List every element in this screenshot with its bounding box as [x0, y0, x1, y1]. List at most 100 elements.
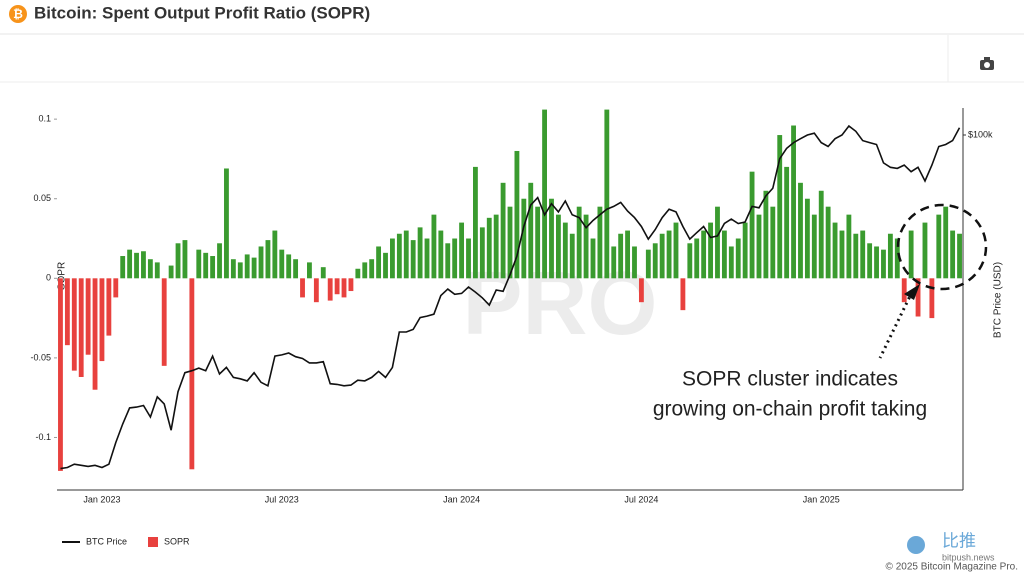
- bar: [521, 198, 527, 279]
- bar: [680, 278, 686, 311]
- bar: [742, 222, 748, 279]
- bar: [804, 198, 810, 279]
- bar: [479, 227, 485, 279]
- bar: [224, 168, 229, 279]
- bar: [555, 214, 561, 279]
- bar: [860, 230, 866, 279]
- bar: [694, 238, 700, 279]
- annotation: growing on-chain profit taking: [653, 398, 927, 421]
- bar: [832, 222, 838, 279]
- bar: [445, 243, 451, 279]
- bar: [887, 233, 893, 279]
- bar: [369, 259, 375, 279]
- bar: [127, 249, 133, 279]
- bar: [313, 278, 319, 303]
- bar: [472, 166, 478, 279]
- bar: [936, 214, 942, 279]
- camera-button[interactable]: [980, 57, 994, 70]
- bar: [625, 230, 630, 279]
- bar: [929, 278, 935, 319]
- bar: [493, 214, 499, 279]
- bar: [362, 262, 368, 279]
- bar: [687, 243, 693, 279]
- bar: [175, 243, 181, 279]
- bar: [327, 278, 333, 301]
- bar: [659, 233, 665, 279]
- bar: [99, 278, 105, 362]
- bar: [590, 238, 596, 279]
- y2-tick-label: $100k: [968, 129, 993, 139]
- y-axis-label: SOPR: [57, 262, 68, 290]
- bar: [673, 222, 679, 279]
- bar: [58, 278, 63, 471]
- bar: [85, 278, 91, 355]
- y-tick-label: -0.1: [35, 432, 51, 442]
- bar: [818, 190, 824, 279]
- bar: [950, 230, 956, 279]
- bar: [846, 214, 852, 279]
- bar: [749, 171, 755, 279]
- bar: [196, 249, 202, 279]
- bar: [825, 206, 831, 279]
- bar: [147, 259, 153, 279]
- bitcoin-icon: [9, 5, 27, 23]
- bar: [798, 182, 803, 279]
- bar: [901, 278, 907, 303]
- bar: [777, 135, 783, 279]
- y-tick-label: 0: [46, 273, 51, 283]
- bar: [562, 222, 568, 279]
- bar: [217, 243, 222, 279]
- bar: [881, 249, 886, 279]
- brand: 比推: [942, 531, 976, 550]
- bar: [106, 278, 112, 336]
- bar: [784, 166, 790, 279]
- bar: [853, 233, 859, 279]
- bar: [632, 246, 637, 279]
- bar: [701, 230, 707, 279]
- bar: [569, 233, 575, 279]
- bar: [424, 238, 430, 279]
- bar: [168, 265, 174, 279]
- bar: [383, 252, 388, 279]
- bar: [708, 222, 713, 279]
- bar: [874, 246, 879, 279]
- bar: [341, 278, 347, 298]
- y-tick-label: 0.05: [33, 193, 51, 203]
- price-line: [60, 124, 961, 470]
- bar: [839, 230, 845, 279]
- x-tick-label: Jul 2024: [624, 494, 658, 504]
- x-tick-label: Jan 2025: [803, 494, 840, 504]
- chart-title: Bitcoin: Spent Output Profit Ratio (SOPR…: [34, 3, 370, 22]
- bar: [459, 222, 465, 279]
- legend-label[interactable]: BTC Price: [86, 536, 127, 546]
- bar: [141, 251, 146, 279]
- bar: [300, 278, 305, 298]
- bar: [583, 214, 589, 279]
- bar: [721, 230, 727, 279]
- bar: [715, 206, 720, 279]
- bar: [293, 259, 299, 279]
- bar: [604, 109, 610, 279]
- bar: [915, 278, 921, 317]
- bar: [244, 254, 250, 279]
- highlight-circle: [896, 203, 988, 291]
- bar: [71, 278, 77, 371]
- bar: [763, 190, 769, 279]
- bar: [182, 240, 188, 279]
- bar: [189, 278, 195, 470]
- bar: [251, 257, 257, 279]
- bar: [161, 278, 167, 366]
- y-tick-label: -0.05: [30, 352, 51, 362]
- plot-area: -0.1 -0.05 0 0.05 0.1 $100k Jan 2023 Jul 2023 Ja…: [30, 109, 993, 504]
- bar: [894, 238, 900, 279]
- brand-logo: [907, 536, 925, 554]
- bar: [770, 206, 776, 279]
- bar: [64, 278, 70, 346]
- bar: [376, 246, 382, 279]
- bar: [403, 230, 409, 279]
- bar: [735, 238, 741, 279]
- bar: [500, 182, 506, 279]
- y-tick-label: 0.1: [38, 114, 51, 124]
- legend-label[interactable]: SOPR: [164, 536, 190, 546]
